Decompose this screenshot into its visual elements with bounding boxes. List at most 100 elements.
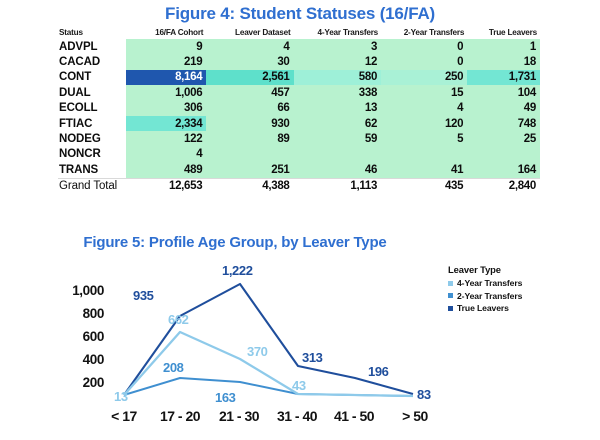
cell-noncr-leaver — [206, 146, 294, 163]
series-line-4-year-transfers — [123, 330, 414, 398]
data-label-true-leavers-21-30: 1,222 — [222, 263, 253, 278]
y-axis-tick-600: 600 — [82, 329, 105, 344]
cell-advpl-cohort: 9 — [125, 39, 207, 55]
cell-dual-2yr: 15 — [381, 85, 468, 101]
legend-item-true-leavers[interactable]: True Leavers — [448, 303, 522, 313]
row-status-ecoll: ECOLL — [58, 100, 126, 116]
x-axis-tick-17-20: 17 - 20 — [159, 408, 201, 424]
cell-cont-true: 1,731 — [467, 69, 540, 86]
cell-cont-4yr: 580 — [293, 69, 382, 86]
legend-label-4-year-transfers: 4-Year Transfers — [457, 278, 523, 288]
row-status-cacad: CACAD — [58, 54, 126, 70]
table-row: DUAL 1,006 457 338 15 104 — [58, 85, 540, 101]
column-header-cohort: 16/FA Cohort — [155, 28, 204, 37]
column-header-true-leavers: True Leavers — [488, 28, 537, 37]
cell-noncr-2yr — [381, 146, 468, 163]
table-row: ADVPL 9 4 3 0 1 — [58, 39, 540, 55]
cell-cacad-4yr: 12 — [293, 54, 382, 70]
row-status-ftiac: FTIAC — [58, 115, 126, 132]
cell-nodeg-2yr: 5 — [381, 131, 468, 147]
legend-item-2-year-transfers[interactable]: 2-Year Transfers — [448, 291, 522, 301]
row-status-noncr: NONCR — [58, 146, 126, 163]
x-axis-tick-21-30: 21 - 30 — [218, 408, 260, 424]
row-status-dual: DUAL — [58, 85, 126, 101]
cell-total-cohort: 12,653 — [125, 177, 207, 194]
cell-trans-true: 164 — [467, 162, 540, 179]
cell-trans-4yr: 46 — [293, 162, 382, 179]
legend-swatch-icon-2-year-transfers — [448, 293, 453, 298]
cell-cacad-true: 18 — [467, 54, 540, 70]
cell-advpl-leaver: 4 — [206, 39, 294, 55]
cell-cacad-cohort: 219 — [125, 54, 207, 70]
legend-swatch-icon-4-year-transfers — [448, 280, 453, 286]
cell-advpl-4yr: 3 — [293, 39, 382, 55]
legend-swatch-icon-true-leavers — [448, 305, 453, 311]
row-status-trans: TRANS — [58, 162, 126, 179]
y-axis-tick-1000: 1,000 — [72, 283, 104, 298]
figure-5-title: Figure 5: Profile Age Group, by Leaver T… — [83, 234, 387, 251]
cell-total-2yr: 435 — [381, 177, 468, 194]
table-header-row: Status 16/FA Cohort Leaver Dataset 4-Yea… — [58, 28, 540, 39]
column-header-4-year-transfers: 4-Year Transfers — [317, 28, 379, 37]
cell-cacad-2yr: 0 — [381, 54, 468, 70]
cell-ecoll-cohort: 306 — [125, 100, 207, 116]
x-axis-tick-over-50: > 50 — [402, 408, 428, 424]
cell-total-leaver: 4,388 — [206, 177, 294, 194]
cell-ftiac-cohort: 2,334 — [125, 115, 207, 132]
cell-nodeg-true: 25 — [467, 131, 540, 147]
cell-cont-leaver: 2,561 — [206, 69, 294, 86]
cell-ecoll-true: 49 — [467, 100, 540, 116]
cell-noncr-cohort: 4 — [125, 146, 207, 163]
legend-label-2-year-transfers: 2-Year Transfers — [457, 290, 523, 301]
x-axis-tick-41-50: 41 - 50 — [333, 408, 375, 424]
table-row: ECOLL 306 66 13 4 49 — [58, 100, 540, 116]
cell-trans-cohort: 489 — [125, 162, 207, 179]
figure-5-section: Figure 5: Profile Age Group, by Leaver T… — [0, 222, 600, 440]
data-label-true-leavers-17-20: 935 — [133, 288, 154, 303]
y-axis-tick-400: 400 — [82, 352, 105, 367]
column-header-leaver-dataset: Leaver Dataset — [235, 28, 291, 37]
data-label-4-year-transfers-under-17: 13 — [114, 389, 128, 404]
data-label-4-year-transfers-31-40: 43 — [292, 378, 306, 393]
series-line-2-year-transfers — [123, 377, 414, 397]
table-row: CONT 8,164 2,561 580 250 1,731 — [58, 69, 540, 86]
student-statuses-table: Status 16/FA Cohort Leaver Dataset 4-Yea… — [58, 28, 540, 194]
cell-noncr-4yr — [293, 146, 382, 163]
chart-legend: Leaver Type 4-Year Transfers 2-Year Tran… — [448, 264, 522, 316]
row-status-cont: CONT — [58, 69, 126, 86]
cell-dual-cohort: 1,006 — [125, 85, 207, 101]
cell-cacad-leaver: 30 — [206, 54, 294, 70]
chart-series-svg — [123, 282, 414, 398]
cell-dual-4yr: 338 — [293, 85, 382, 101]
cell-total-true: 2,840 — [467, 177, 540, 194]
row-status-advpl: ADVPL — [58, 39, 126, 55]
cell-ecoll-2yr: 4 — [381, 100, 468, 116]
data-label-4-year-transfers-17-20: 662 — [168, 312, 189, 327]
table-row: NODEG 122 89 59 5 25 — [58, 131, 540, 147]
legend-label-true-leavers: True Leavers — [457, 303, 509, 313]
cell-total-4yr: 1,113 — [293, 177, 382, 194]
table-row: TRANS 489 251 46 41 164 — [58, 162, 540, 179]
cell-dual-true: 104 — [467, 85, 540, 101]
data-label-2-year-transfers-17-20: 208 — [163, 360, 184, 375]
table-row: FTIAC 2,334 930 62 120 748 — [58, 115, 540, 132]
cell-advpl-true: 1 — [467, 39, 540, 55]
cell-trans-leaver: 251 — [206, 162, 294, 179]
legend-title: Leaver Type — [448, 264, 501, 275]
table-row: CACAD 219 30 12 0 18 — [58, 54, 540, 70]
cell-nodeg-leaver: 89 — [206, 131, 294, 147]
x-axis-tick-31-40: 31 - 40 — [276, 408, 318, 424]
data-label-true-leavers-31-40: 313 — [302, 350, 323, 365]
cell-ftiac-leaver: 930 — [206, 115, 294, 132]
row-status-nodeg: NODEG — [58, 131, 126, 147]
cell-trans-2yr: 41 — [381, 162, 468, 179]
cell-advpl-2yr: 0 — [381, 39, 468, 55]
data-label-true-leavers-41-50: 196 — [368, 364, 389, 379]
cell-ecoll-leaver: 66 — [206, 100, 294, 116]
cell-ftiac-true: 748 — [467, 115, 540, 132]
table-row-grand-total: Grand Total 12,653 4,388 1,113 435 2,840 — [58, 177, 540, 194]
cell-nodeg-cohort: 122 — [125, 131, 207, 147]
cell-cont-cohort: 8,164 — [125, 69, 207, 86]
legend-item-4-year-transfers[interactable]: 4-Year Transfers — [448, 278, 522, 288]
cell-ftiac-2yr: 120 — [381, 115, 468, 132]
